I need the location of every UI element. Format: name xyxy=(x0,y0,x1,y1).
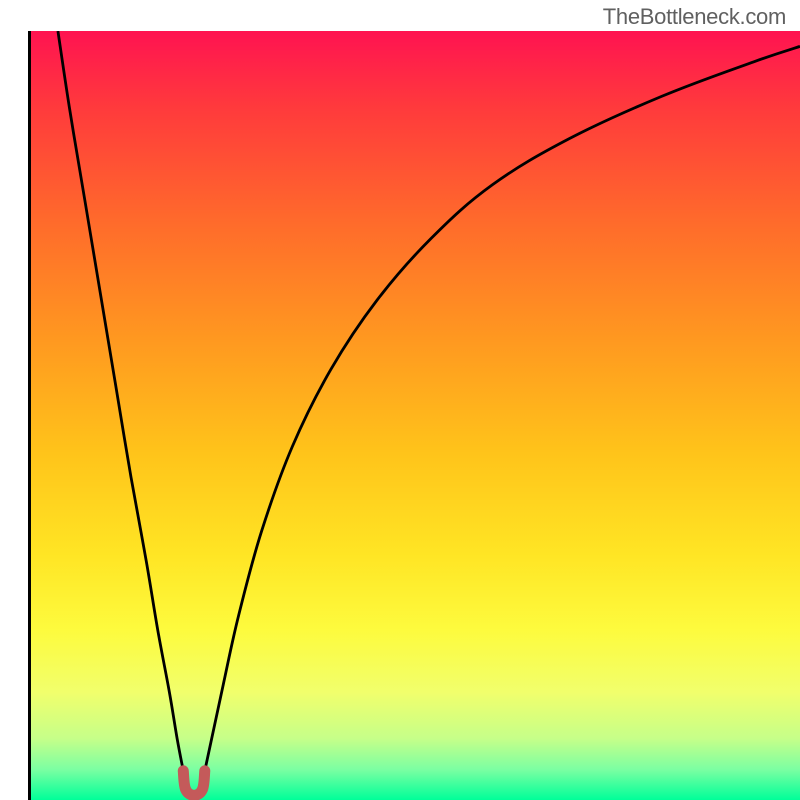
watermark-text: TheBottleneck.com xyxy=(603,4,786,30)
plot-area xyxy=(31,31,800,800)
chart-container: TheBottleneck.com xyxy=(0,0,800,800)
curve-layer xyxy=(31,31,800,800)
curve-left-branch xyxy=(58,31,183,771)
trough-marker xyxy=(183,771,205,796)
curve-right-branch xyxy=(205,46,800,770)
